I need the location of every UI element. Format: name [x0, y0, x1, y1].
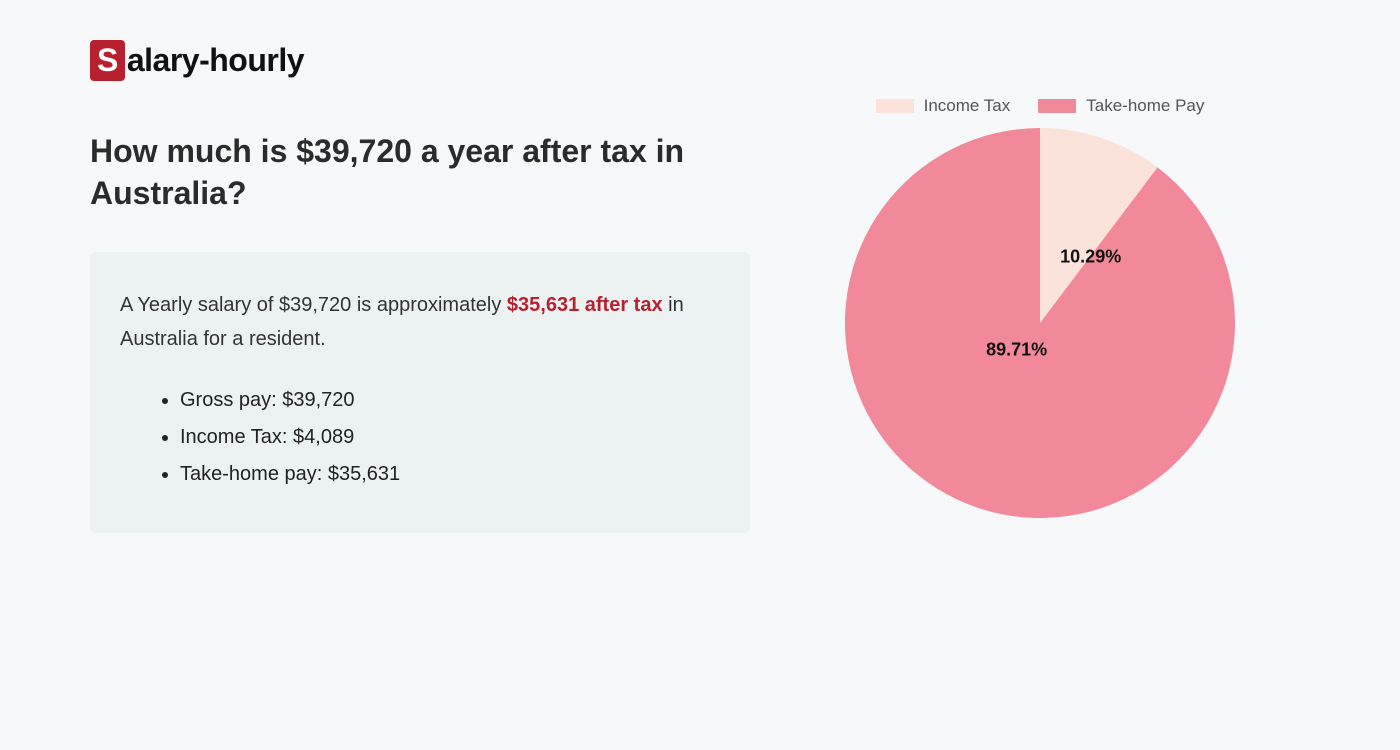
- summary-highlight: $35,631 after tax: [507, 294, 663, 316]
- pie-slice-label: 89.71%: [986, 340, 1047, 361]
- list-item: Take-home pay: $35,631: [180, 456, 720, 493]
- legend-swatch: [876, 99, 914, 113]
- pie-chart: 10.29% 89.71%: [845, 128, 1235, 518]
- pie-slice: [845, 128, 1235, 518]
- left-column: How much is $39,720 a year after tax in …: [90, 131, 750, 533]
- list-item: Income Tax: $4,089: [180, 419, 720, 456]
- logo-text: alary-hourly: [127, 42, 304, 79]
- legend-label: Income Tax: [924, 96, 1011, 116]
- site-logo: Salary-hourly: [90, 40, 1310, 81]
- summary-pre: A Yearly salary of $39,720 is approximat…: [120, 294, 507, 316]
- legend-swatch: [1038, 99, 1076, 113]
- chart-column: Income Tax Take-home Pay 10.29% 89.71%: [810, 96, 1270, 533]
- legend-item-income-tax: Income Tax: [876, 96, 1011, 116]
- summary-box: A Yearly salary of $39,720 is approximat…: [90, 252, 750, 533]
- summary-text: A Yearly salary of $39,720 is approximat…: [120, 288, 720, 356]
- legend-label: Take-home Pay: [1086, 96, 1204, 116]
- list-item: Gross pay: $39,720: [180, 382, 720, 419]
- pie-slice-label: 10.29%: [1060, 246, 1121, 267]
- pie-svg: [845, 128, 1235, 518]
- bullet-list: Gross pay: $39,720 Income Tax: $4,089 Ta…: [120, 382, 720, 493]
- logo-badge: S: [90, 40, 125, 81]
- legend-item-take-home: Take-home Pay: [1038, 96, 1204, 116]
- page-title: How much is $39,720 a year after tax in …: [90, 131, 750, 214]
- chart-legend: Income Tax Take-home Pay: [810, 96, 1270, 116]
